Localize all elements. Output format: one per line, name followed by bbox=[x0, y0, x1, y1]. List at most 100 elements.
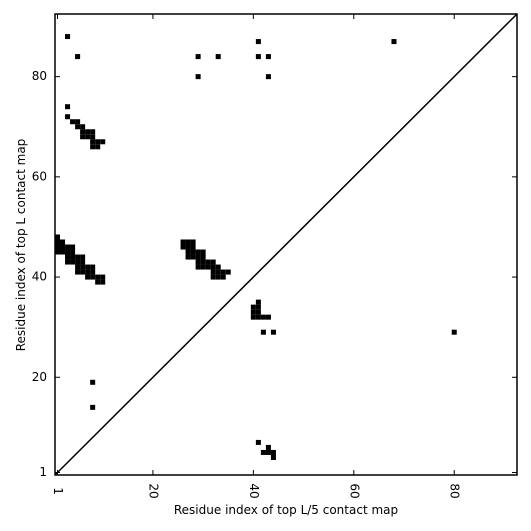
contact-cell bbox=[195, 259, 201, 265]
contact-cell bbox=[255, 39, 261, 45]
contact-cell bbox=[185, 244, 191, 250]
contact-cell bbox=[260, 314, 266, 320]
contact-cell bbox=[90, 144, 96, 150]
contact-cell bbox=[185, 249, 191, 255]
x-tick-label: 40 bbox=[247, 483, 261, 498]
contact-cell bbox=[180, 239, 186, 245]
y-tick-label: 80 bbox=[32, 69, 47, 83]
contact-cell bbox=[90, 139, 96, 145]
contact-cell bbox=[70, 249, 76, 255]
contact-cell bbox=[60, 244, 66, 250]
contact-cell bbox=[265, 54, 271, 60]
contact-cell bbox=[210, 259, 216, 265]
contact-cell bbox=[75, 254, 81, 260]
x-tick-label: 80 bbox=[448, 483, 462, 498]
contact-cell bbox=[265, 314, 271, 320]
contact-cell bbox=[80, 259, 86, 265]
x-tick-label: 60 bbox=[347, 483, 361, 498]
contact-cell bbox=[195, 264, 201, 270]
y-tick-label: 1 bbox=[39, 465, 47, 479]
contact-cell bbox=[185, 239, 191, 245]
contact-cell bbox=[60, 249, 66, 255]
contact-cell bbox=[80, 269, 86, 275]
contact-cell bbox=[85, 269, 91, 275]
contact-cell bbox=[85, 264, 91, 270]
contact-cell bbox=[95, 274, 101, 280]
contact-cell bbox=[100, 274, 106, 280]
contact-cell bbox=[205, 264, 211, 270]
contact-cell bbox=[220, 269, 226, 275]
contact-cell bbox=[55, 244, 61, 250]
y-tick-label: 60 bbox=[32, 169, 47, 183]
y-axis-label: Residue index of top L contact map bbox=[14, 139, 28, 352]
contact-cell bbox=[205, 259, 211, 265]
x-tick-label: 20 bbox=[146, 483, 160, 498]
contact-cell bbox=[80, 264, 86, 270]
contact-cell bbox=[70, 259, 76, 265]
contact-cell bbox=[255, 54, 261, 60]
contact-cell bbox=[55, 234, 61, 240]
contact-cell bbox=[90, 264, 96, 270]
contact-cell bbox=[75, 264, 81, 270]
contact-cell bbox=[90, 379, 96, 385]
contact-cell bbox=[80, 134, 86, 140]
contact-cell bbox=[90, 129, 96, 135]
contact-cell bbox=[195, 74, 201, 80]
contact-cell bbox=[90, 404, 96, 410]
contact-cell bbox=[85, 274, 91, 280]
contact-cell bbox=[60, 239, 66, 245]
contact-cell bbox=[95, 279, 101, 285]
contact-cell bbox=[195, 254, 201, 260]
contact-cell bbox=[190, 249, 196, 255]
contact-cell bbox=[225, 269, 231, 275]
contact-cell bbox=[250, 314, 256, 320]
contact-cell bbox=[200, 259, 206, 265]
contact-cell bbox=[255, 439, 261, 445]
contact-cell bbox=[200, 254, 206, 260]
contact-cell bbox=[220, 274, 226, 280]
y-tick-label: 40 bbox=[32, 270, 47, 284]
contact-cell bbox=[190, 254, 196, 260]
contact-cell bbox=[215, 269, 221, 275]
contact-cell bbox=[270, 329, 276, 335]
contact-cell bbox=[180, 244, 186, 250]
contact-cell bbox=[250, 304, 256, 310]
x-tick-label: 1 bbox=[51, 487, 65, 495]
contact-cell bbox=[100, 279, 106, 285]
contact-cell bbox=[65, 259, 71, 265]
contact-cell bbox=[200, 264, 206, 270]
contact-cell bbox=[85, 134, 91, 140]
contact-cell bbox=[100, 139, 106, 145]
contact-cell bbox=[265, 449, 271, 455]
contact-cell bbox=[65, 104, 71, 110]
contact-cell bbox=[65, 249, 71, 255]
contact-cell bbox=[75, 54, 81, 60]
contact-cell bbox=[270, 449, 276, 455]
contact-cell bbox=[70, 244, 76, 250]
contact-cell bbox=[70, 119, 76, 125]
contact-cell bbox=[65, 114, 71, 120]
contact-cell bbox=[250, 309, 256, 315]
contact-cell bbox=[70, 254, 76, 260]
contact-cell bbox=[190, 239, 196, 245]
contact-cell bbox=[75, 124, 81, 130]
contact-cell bbox=[255, 314, 261, 320]
contact-cell bbox=[65, 244, 71, 250]
contact-cell bbox=[391, 39, 397, 45]
contact-cell bbox=[255, 309, 261, 315]
contact-cell bbox=[80, 124, 86, 130]
contact-cell bbox=[270, 454, 276, 460]
contact-cell bbox=[75, 119, 81, 125]
contact-cell bbox=[90, 274, 96, 280]
contact-cell bbox=[451, 329, 457, 335]
contact-cell bbox=[85, 129, 91, 135]
contact-cell bbox=[65, 34, 71, 40]
contact-cell bbox=[195, 54, 201, 60]
contact-cell bbox=[90, 134, 96, 140]
contact-cell bbox=[80, 129, 86, 135]
contact-cell bbox=[185, 254, 191, 260]
contact-cell bbox=[65, 254, 71, 260]
contact-cell bbox=[55, 239, 61, 245]
contact-cell bbox=[95, 139, 101, 145]
